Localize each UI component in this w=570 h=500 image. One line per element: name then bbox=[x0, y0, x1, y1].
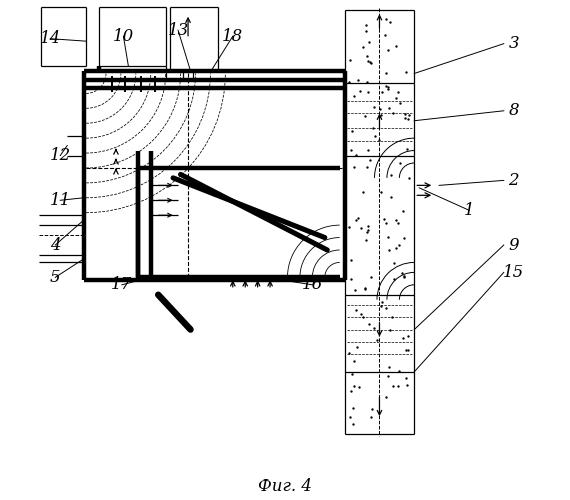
Text: 1: 1 bbox=[463, 202, 474, 218]
Text: 12: 12 bbox=[50, 147, 71, 164]
Text: 16: 16 bbox=[302, 276, 323, 293]
Text: 13: 13 bbox=[168, 22, 189, 38]
Text: 15: 15 bbox=[503, 264, 524, 281]
Text: 18: 18 bbox=[222, 28, 243, 44]
Text: 2: 2 bbox=[508, 172, 519, 189]
Text: 17: 17 bbox=[111, 276, 133, 293]
Text: 11: 11 bbox=[50, 192, 71, 209]
Text: 14: 14 bbox=[40, 30, 61, 47]
Text: 4: 4 bbox=[50, 236, 60, 254]
Text: 8: 8 bbox=[508, 102, 519, 120]
Text: 9: 9 bbox=[508, 236, 519, 254]
Text: Фиг. 4: Фиг. 4 bbox=[258, 478, 312, 494]
Text: 5: 5 bbox=[50, 269, 60, 286]
Text: 10: 10 bbox=[113, 28, 134, 44]
Text: 3: 3 bbox=[508, 35, 519, 52]
